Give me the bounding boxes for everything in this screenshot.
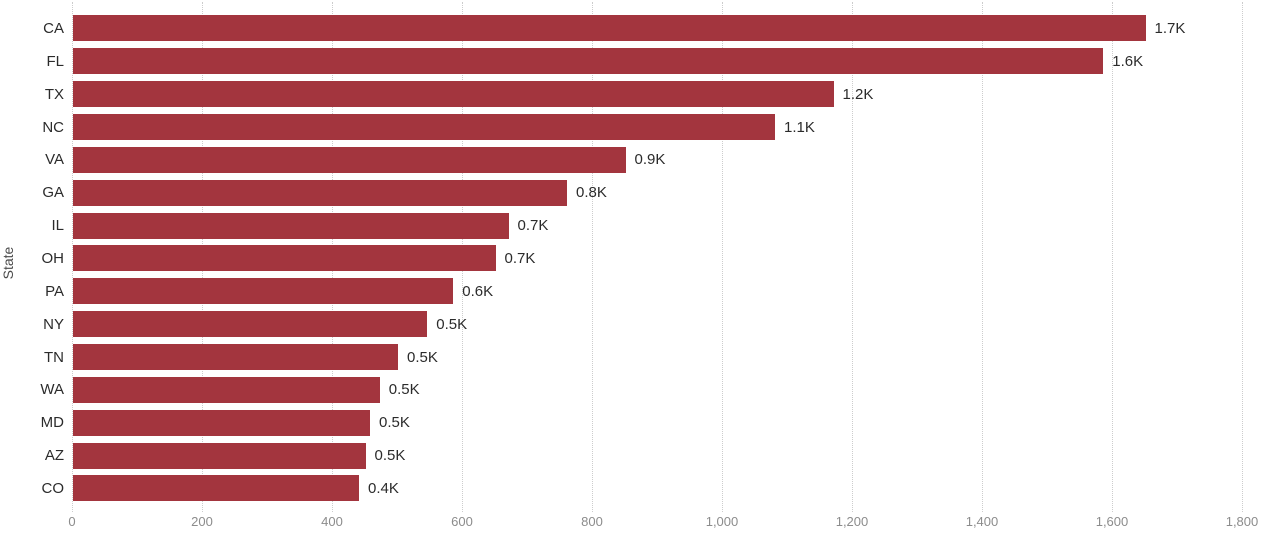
bar-row: MD 0.5K [41, 406, 1242, 439]
category-label: CO [41, 479, 65, 497]
bar-row: TN 0.5K [44, 341, 1242, 374]
bar-row: PA 0.6K [45, 275, 1242, 308]
bar-md[interactable] [73, 409, 371, 436]
bar-row: TX 1.2K [45, 78, 1242, 111]
gridline-1200 [852, 2, 853, 512]
category-label: WA [40, 381, 64, 399]
category-label: CA [43, 19, 64, 37]
x-tick-label: 1,800 [1225, 514, 1259, 529]
bar-row: NC 1.1K [42, 111, 1242, 144]
data-label: 0.7K [517, 217, 549, 235]
category-label: VA [45, 151, 64, 169]
category-label: TN [44, 348, 64, 366]
category-label: AZ [44, 447, 64, 465]
data-label: 0.4K [368, 479, 399, 497]
bar-row: AZ 0.5K [45, 439, 1242, 472]
gridline-1600 [1111, 2, 1113, 512]
data-label: 0.7K [504, 249, 536, 267]
bar-ga[interactable] [73, 179, 567, 206]
x-tick-label: 1,000 [705, 514, 739, 529]
gridline-0 [72, 2, 73, 512]
bar-row: VA 0.9K [45, 143, 1242, 176]
bar-nc[interactable] [73, 114, 775, 140]
bar-va[interactable] [73, 146, 626, 173]
x-tick-label: 1,400 [965, 514, 999, 529]
data-label: 1.7K [1154, 19, 1186, 37]
bar-il[interactable] [73, 212, 509, 239]
plot-area: CA 1.7K FL 1.6K TX 1.2K NC 1.1K VA 0.9K GA 0.8K IL 0.… [40, 0, 1243, 512]
category-label: OH [41, 249, 65, 267]
bar-row: GA 0.8K [42, 176, 1242, 209]
data-label: 0.6K [462, 282, 494, 300]
data-label: 0.8K [576, 184, 607, 202]
bar-tx[interactable] [73, 81, 834, 108]
bar-ny[interactable] [73, 311, 428, 338]
bar-rows: CA 1.7K FL 1.6K TX 1.2K NC 1.1K VA 0.9K GA 0.8K IL 0.… [40, 12, 1242, 505]
category-label: PA [45, 282, 64, 300]
data-label: 0.5K [388, 381, 420, 399]
data-label: 0.5K [374, 447, 406, 465]
bar-row: NY 0.5K [43, 308, 1242, 341]
data-label: 0.5K [436, 315, 468, 333]
category-label: IL [51, 217, 64, 235]
bar-pa[interactable] [73, 278, 454, 305]
bar-oh[interactable] [73, 245, 496, 272]
data-label: 1.6K [1112, 52, 1144, 70]
data-label: 1.2K [842, 85, 874, 103]
x-tick-label: 200 [191, 514, 213, 529]
x-tick-label: 400 [321, 514, 343, 529]
category-label: NY [43, 315, 64, 333]
bar-ca[interactable] [73, 15, 1146, 42]
category-label: TX [44, 85, 64, 103]
x-tick-label: 1,200 [835, 514, 869, 529]
category-label: NC [42, 118, 64, 136]
gridline-1400 [982, 2, 983, 512]
bar-row: IL 0.7K [51, 209, 1242, 242]
gridline-1800 [1242, 2, 1243, 512]
bar-row: FL 1.6K [46, 45, 1242, 78]
x-tick-label: 600 [451, 514, 473, 529]
bar-row: CA 1.7K [43, 12, 1242, 45]
bar-row: WA 0.5K [40, 373, 1242, 406]
bar-fl[interactable] [73, 48, 1104, 75]
bar-wa[interactable] [73, 376, 380, 403]
category-label: GA [42, 184, 64, 202]
data-label: 0.9K [634, 151, 666, 169]
bar-az[interactable] [73, 442, 366, 469]
data-label: 0.5K [379, 414, 410, 432]
x-tick-label: 1,600 [1095, 514, 1129, 529]
category-label: MD [40, 414, 64, 432]
data-label: 1.1K [784, 118, 815, 136]
bar-tn[interactable] [73, 344, 398, 371]
bar-row: CO 0.4K [42, 472, 1242, 505]
bar-co[interactable] [73, 475, 359, 502]
gridline-800 [591, 2, 593, 512]
category-label: FL [46, 52, 64, 70]
x-tick-label: 0 [68, 514, 76, 529]
gridline-1000 [722, 2, 723, 512]
data-label: 0.5K [407, 348, 438, 366]
bar-row: OH 0.7K [42, 242, 1242, 275]
x-tick-label: 800 [581, 514, 603, 529]
